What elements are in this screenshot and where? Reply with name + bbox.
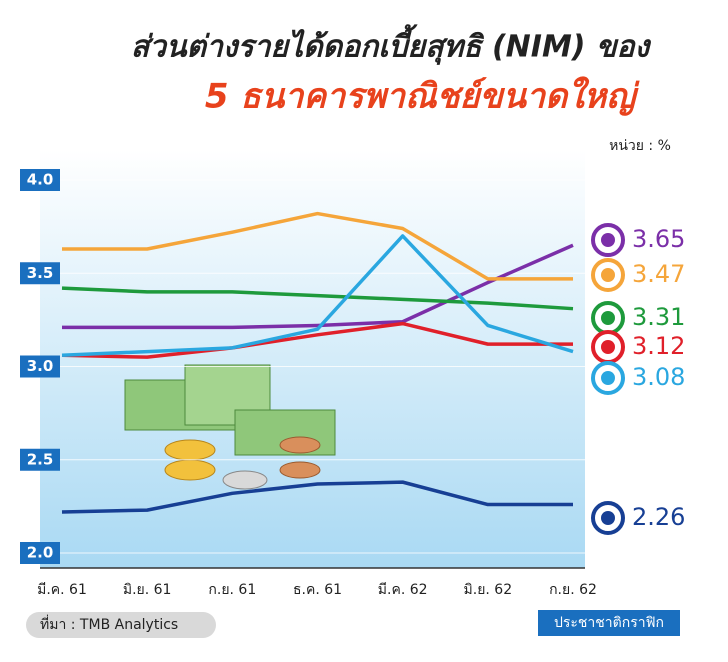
y-tick-label: 3.0: [27, 357, 54, 375]
credit: ประชาชาติกราฟิก: [554, 615, 664, 631]
bank-icon-core: [601, 371, 615, 385]
bank-icon-core: [601, 340, 615, 354]
series-line: [61, 286, 574, 311]
unit-label: หน่วย : %: [609, 138, 671, 154]
bank-icon-core: [601, 311, 615, 325]
y-tick-label: 2.5: [27, 450, 54, 468]
end-value-label: 3.65: [632, 225, 685, 253]
chart-subtitle: 5 ธนาคารพาณิชย์ขนาดใหญ่: [205, 76, 640, 117]
series-line: [61, 234, 574, 358]
y-tick-label: 2.0: [27, 544, 54, 562]
x-tick-label: ก.ย. 61: [208, 582, 256, 598]
series-line: [61, 321, 573, 359]
series-line: [61, 480, 573, 514]
y-tick-box: [20, 355, 60, 378]
y-tick-box: [20, 262, 60, 285]
end-value-label: 3.31: [632, 303, 685, 331]
bank-icon-core: [601, 511, 615, 525]
x-tick-label: ก.ย. 62: [549, 582, 597, 598]
x-tick-label: มิ.ย. 61: [123, 582, 172, 598]
y-tick-label: 4.0: [27, 171, 54, 189]
money-illustration: [124, 364, 336, 490]
bank-icon-core: [601, 233, 615, 247]
x-tick-label: มิ.ย. 62: [464, 582, 513, 598]
end-value-label: 3.12: [632, 332, 685, 360]
source-pill: [26, 612, 216, 638]
end-value-label: 2.26: [632, 503, 685, 531]
series-line: [62, 243, 574, 330]
series-line: [62, 211, 573, 281]
x-tick-label: มี.ค. 62: [378, 582, 428, 598]
x-tick-label: มี.ค. 61: [37, 582, 87, 598]
y-tick-box: [20, 169, 60, 191]
source: ที่มา : TMB Analytics: [40, 615, 178, 633]
credit-box: [538, 610, 680, 636]
bank-icon-core: [601, 268, 615, 282]
plot-background: [40, 150, 585, 568]
y-tick-label: 3.5: [27, 264, 54, 282]
end-value-label: 3.47: [632, 260, 685, 288]
end-value-label: 3.08: [632, 363, 685, 391]
y-tick-box: [20, 542, 60, 564]
chart-title: ส่วนต่างรายได้ดอกเบี้ยสุทธิ (NIM) ของ: [131, 24, 652, 66]
y-tick-box: [20, 448, 60, 471]
x-tick-label: ธ.ค. 61: [293, 582, 342, 598]
